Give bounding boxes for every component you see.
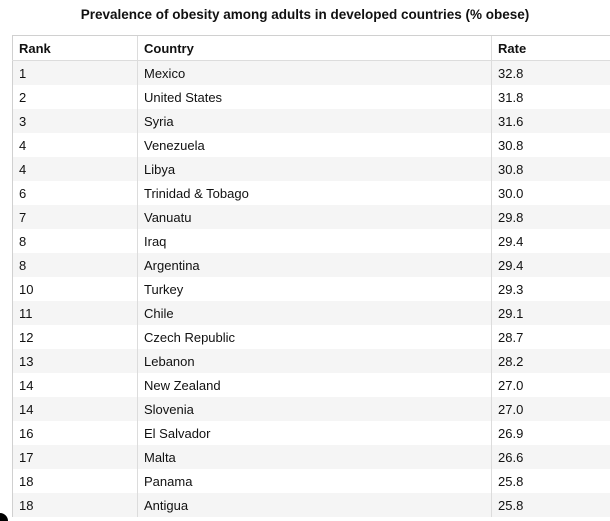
rank-cell: 12 xyxy=(12,325,138,349)
table-row: 4 Libya 30.8 xyxy=(12,157,610,181)
table-row: 12 Czech Republic 28.7 xyxy=(12,325,610,349)
rate-cell: 29.3 xyxy=(491,277,610,301)
rate-cell: 31.8 xyxy=(491,85,610,109)
country-cell: Chile xyxy=(137,301,492,325)
rate-cell: 31.6 xyxy=(491,109,610,133)
rate-cell: 26.9 xyxy=(491,421,610,445)
table-row: 8 Iraq 29.4 xyxy=(12,229,610,253)
country-cell: Czech Republic xyxy=(137,325,492,349)
rank-cell: 16 xyxy=(12,421,138,445)
country-cell: Syria xyxy=(137,109,492,133)
table-row: 7 Vanuatu 29.8 xyxy=(12,205,610,229)
column-header-rank: Rank xyxy=(12,35,138,61)
table-row: 8 Argentina 29.4 xyxy=(12,253,610,277)
table-row: 10 Turkey 29.3 xyxy=(12,277,610,301)
rate-cell: 30.8 xyxy=(491,157,610,181)
rate-cell: 30.0 xyxy=(491,181,610,205)
rank-cell: 10 xyxy=(12,277,138,301)
rank-cell: 6 xyxy=(12,181,138,205)
rate-cell: 28.7 xyxy=(491,325,610,349)
rate-cell: 28.2 xyxy=(491,349,610,373)
table-header: Rank Country Rate xyxy=(12,35,610,61)
table-row: 14 Slovenia 27.0 xyxy=(12,397,610,421)
country-cell: Libya xyxy=(137,157,492,181)
rank-cell: 13 xyxy=(12,349,138,373)
country-cell: Iraq xyxy=(137,229,492,253)
country-cell: Lebanon xyxy=(137,349,492,373)
country-cell: Antigua xyxy=(137,493,492,517)
table-row: 4 Venezuela 30.8 xyxy=(12,133,610,157)
table-row: 1 Mexico 32.8 xyxy=(12,60,610,85)
table-row: 18 Panama 25.8 xyxy=(12,469,610,493)
country-cell: Argentina xyxy=(137,253,492,277)
country-cell: United States xyxy=(137,85,492,109)
country-cell: El Salvador xyxy=(137,421,492,445)
country-cell: Panama xyxy=(137,469,492,493)
rank-cell: 4 xyxy=(12,133,138,157)
table-row: 13 Lebanon 28.2 xyxy=(12,349,610,373)
rank-cell: 2 xyxy=(12,85,138,109)
rank-cell: 7 xyxy=(12,205,138,229)
rank-cell: 8 xyxy=(12,229,138,253)
table-row: 18 Antigua 25.8 xyxy=(12,493,610,517)
country-cell: Vanuatu xyxy=(137,205,492,229)
rank-cell: 1 xyxy=(12,60,138,85)
column-header-rate: Rate xyxy=(491,35,610,61)
country-cell: Trinidad & Tobago xyxy=(137,181,492,205)
rate-cell: 27.0 xyxy=(491,397,610,421)
rank-cell: 14 xyxy=(12,397,138,421)
rank-cell: 8 xyxy=(12,253,138,277)
country-cell: Turkey xyxy=(137,277,492,301)
table-row: 6 Trinidad & Tobago 30.0 xyxy=(12,181,610,205)
rate-cell: 29.4 xyxy=(491,229,610,253)
obesity-table: Rank Country Rate 1 Mexico 32.8 2 United Sta… xyxy=(12,35,610,517)
table-row: 2 United States 31.8 xyxy=(12,85,610,109)
table-body: 1 Mexico 32.8 2 United States 31.8 3 Syria 31.6 4… xyxy=(12,60,610,517)
table-row: 17 Malta 26.6 xyxy=(12,445,610,469)
table-row: 11 Chile 29.1 xyxy=(12,301,610,325)
rate-cell: 26.6 xyxy=(491,445,610,469)
table-row: 14 New Zealand 27.0 xyxy=(12,373,610,397)
table-title: Prevalence of obesity among adults in de… xyxy=(80,7,530,22)
rate-cell: 29.1 xyxy=(491,301,610,325)
rank-cell: 11 xyxy=(12,301,138,325)
rank-cell: 3 xyxy=(12,109,138,133)
rank-cell: 18 xyxy=(12,493,138,517)
rate-cell: 32.8 xyxy=(491,60,610,85)
rank-cell: 18 xyxy=(12,469,138,493)
rank-cell: 14 xyxy=(12,373,138,397)
header-row: Rank Country Rate xyxy=(12,35,610,61)
table-row: 3 Syria 31.6 xyxy=(12,109,610,133)
country-cell: Malta xyxy=(137,445,492,469)
rank-cell: 4 xyxy=(12,157,138,181)
country-cell: Mexico xyxy=(137,60,492,85)
country-cell: Slovenia xyxy=(137,397,492,421)
rate-cell: 25.8 xyxy=(491,493,610,517)
country-cell: New Zealand xyxy=(137,373,492,397)
country-cell: Venezuela xyxy=(137,133,492,157)
window-corner xyxy=(0,513,8,521)
rank-cell: 17 xyxy=(12,445,138,469)
rate-cell: 30.8 xyxy=(491,133,610,157)
rate-cell: 25.8 xyxy=(491,469,610,493)
table-row: 16 El Salvador 26.9 xyxy=(12,421,610,445)
rate-cell: 29.8 xyxy=(491,205,610,229)
rate-cell: 29.4 xyxy=(491,253,610,277)
rate-cell: 27.0 xyxy=(491,373,610,397)
data-table-container: Rank Country Rate 1 Mexico 32.8 2 United Sta… xyxy=(12,35,610,517)
column-header-country: Country xyxy=(137,35,492,61)
